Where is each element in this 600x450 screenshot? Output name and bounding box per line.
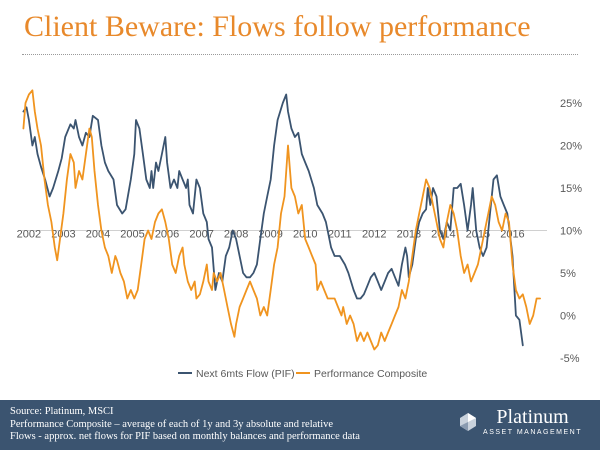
x-tick-label: 2008 xyxy=(224,229,248,241)
legend-label: Next 6mts Flow (PIF) xyxy=(196,368,295,380)
y-tick-label: 20% xyxy=(560,141,582,153)
legend: Next 6mts Flow (PIF) Performance Composit… xyxy=(178,368,427,380)
page-title: Client Beware: Flows follow performance xyxy=(24,10,531,43)
platinum-logo: Platinum ASSET MANAGEMENT xyxy=(458,406,582,437)
x-tick-label: 2003 xyxy=(51,229,75,241)
logo-name: Platinum xyxy=(496,406,569,428)
y-axis: 25% 20% 15% 10% 5% 0% -5% xyxy=(560,98,582,365)
series-line-performance xyxy=(22,89,541,351)
x-tick-label: 2004 xyxy=(86,229,110,241)
y-tick-label: 10% xyxy=(560,226,582,238)
footer-source: Source: Platinum, MSCI xyxy=(10,406,114,417)
platinum-logo-icon xyxy=(460,412,477,431)
footer-performance-note: Performance Composite – average of each … xyxy=(10,418,334,430)
series-line-flow xyxy=(22,93,524,347)
x-tick-label: 2007 xyxy=(189,229,213,241)
series-lines xyxy=(22,89,541,351)
footer-notes: Source: Platinum, MSCI Performance Compo… xyxy=(10,406,360,444)
y-tick-label: 25% xyxy=(560,98,582,110)
title-divider xyxy=(22,54,578,55)
x-tick-label: 2016 xyxy=(500,229,524,241)
legend-label: Performance Composite xyxy=(314,368,427,380)
y-tick-label: -5% xyxy=(560,353,580,365)
x-tick-label: 2005 xyxy=(120,229,144,241)
logo-subtitle: ASSET MANAGEMENT xyxy=(483,429,582,436)
y-tick-label: 5% xyxy=(560,268,576,280)
x-tick-label: 2012 xyxy=(362,229,386,241)
footer-bar: Source: Platinum, MSCI Performance Compo… xyxy=(0,400,600,450)
y-tick-label: 0% xyxy=(560,311,576,323)
x-tick-label: 2014 xyxy=(431,229,455,241)
y-tick-label: 15% xyxy=(560,183,582,195)
x-tick-label: 2011 xyxy=(328,229,352,241)
footer-flows-note: Flows - approx. net flows for PIF based … xyxy=(10,431,360,442)
x-tick-label: 2009 xyxy=(258,229,282,241)
line-chart: 25%20%15%10%5%0%-5% 2002 2003 2004 2005 2006… xyxy=(17,89,582,380)
x-tick-label: 2002 xyxy=(17,229,41,241)
